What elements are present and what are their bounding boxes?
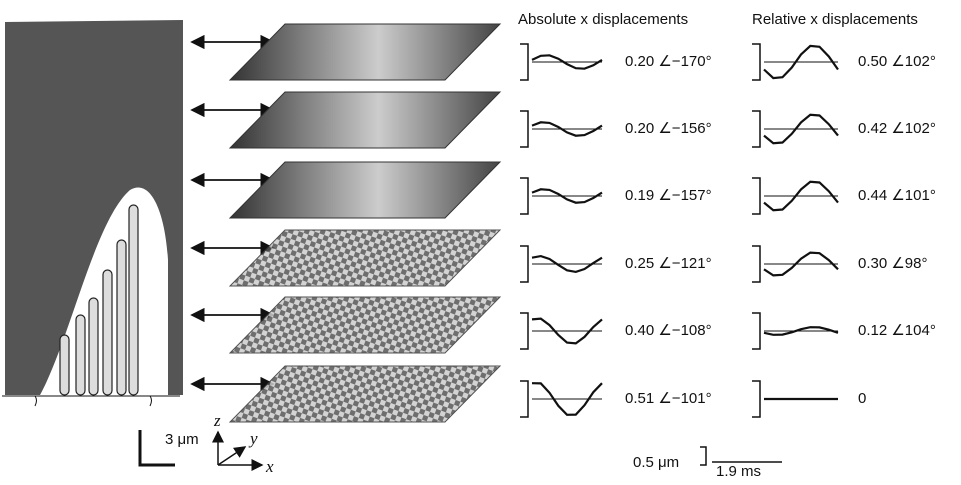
- figure: 3 μm z y x Absolute x displacements Rela…: [0, 0, 961, 480]
- image-slice: [230, 366, 500, 422]
- bracket: [520, 381, 528, 417]
- bracket: [752, 381, 760, 417]
- absolute-label: 0.25 ∠−121°: [625, 255, 712, 272]
- bracket: [752, 44, 760, 80]
- relative-label: 0.44 ∠101°: [858, 187, 936, 204]
- relative-label: 0.50 ∠102°: [858, 53, 936, 70]
- axis-z: z: [213, 411, 221, 430]
- heading-relative: Relative x displacements: [752, 11, 918, 28]
- relative-label: 0.30 ∠98°: [858, 255, 928, 272]
- bracket: [520, 313, 528, 349]
- baseline: [2, 396, 180, 406]
- bracket: [520, 178, 528, 214]
- heading-absolute: Absolute x displacements: [518, 11, 688, 28]
- image-slice: [230, 162, 500, 218]
- absolute-label: 0.20 ∠−156°: [625, 120, 712, 137]
- axis-y: y: [248, 429, 258, 448]
- axis-x: x: [265, 457, 274, 476]
- absolute-label: 0.51 ∠−101°: [625, 390, 712, 407]
- image-slice: [230, 297, 500, 353]
- bracket: [752, 178, 760, 214]
- relative-label: 0.12 ∠104°: [858, 322, 936, 339]
- absolute-label: 0.40 ∠−108°: [625, 322, 712, 339]
- image-slice: [230, 230, 500, 286]
- bracket: [752, 111, 760, 147]
- scale-time: 1.9 ms: [716, 463, 761, 480]
- relative-label: 0: [858, 390, 866, 407]
- bracket: [520, 44, 528, 80]
- relative-label: 0.42 ∠102°: [858, 120, 936, 137]
- bracket: [752, 313, 760, 349]
- bracket: [752, 246, 760, 282]
- image-slice: [230, 24, 500, 80]
- absolute-label: 0.20 ∠−170°: [625, 53, 712, 70]
- scale-displacement: 0.5 μm: [633, 454, 679, 471]
- bracket: [520, 246, 528, 282]
- absolute-label: 0.19 ∠−157°: [625, 187, 712, 204]
- scale-length: 3 μm: [165, 431, 199, 448]
- image-slice: [230, 92, 500, 148]
- bracket: [520, 111, 528, 147]
